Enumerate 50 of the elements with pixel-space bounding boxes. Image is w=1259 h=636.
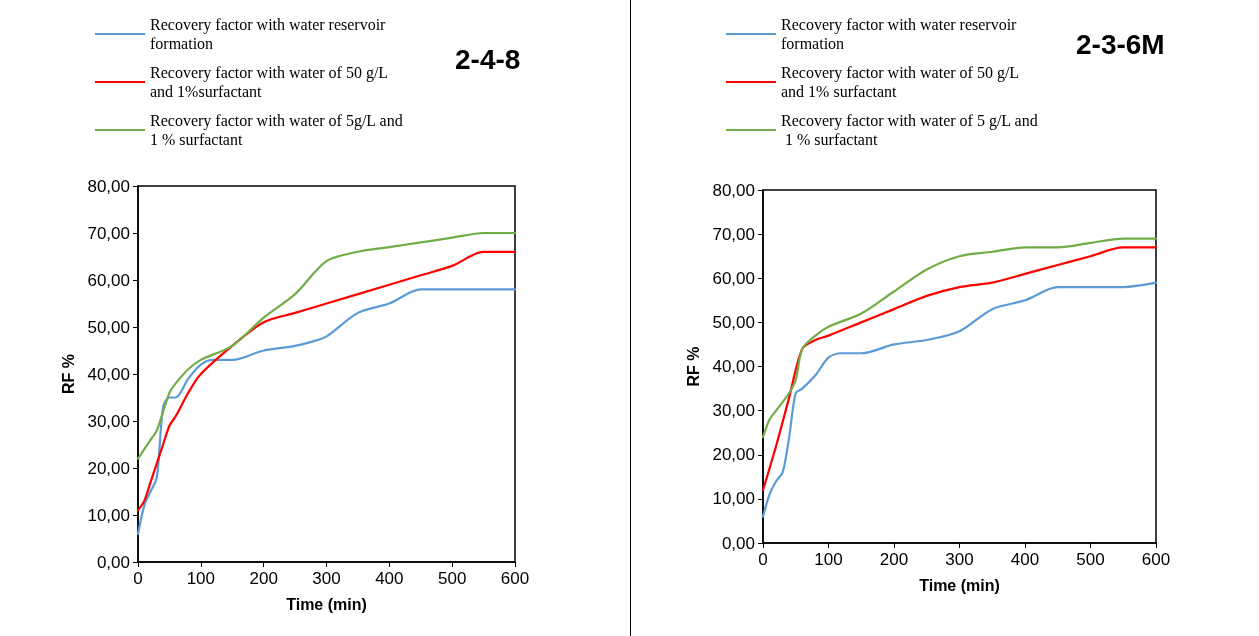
y-axis-title: RF % <box>685 346 703 387</box>
line-series <box>761 281 1158 518</box>
x-tick-label: 100 <box>814 550 843 569</box>
y-tick-label: 70,00 <box>87 223 130 243</box>
y-tick-label: 60,00 <box>712 268 755 288</box>
line-series <box>761 237 1158 439</box>
legend-label: Recovery factor with water reservoir formation <box>150 16 390 52</box>
y-tick-label: 50,00 <box>712 312 755 332</box>
legend-label: Recovery factor with water of 50 g/L and 1% surfactant <box>781 64 1023 100</box>
legend-label: Recovery factor with water reservoir formation <box>781 16 1021 52</box>
line-series <box>136 288 517 535</box>
line-series <box>761 246 1158 492</box>
x-tick-label: 600 <box>1141 550 1171 569</box>
x-tick-label: 100 <box>186 569 216 588</box>
chart-title: 2-4-8 <box>455 43 521 75</box>
y-tick-label: 10,00 <box>87 505 130 525</box>
x-tick-label: 200 <box>249 569 278 588</box>
y-tick-label: 10,00 <box>712 489 755 509</box>
y-tick-label: 20,00 <box>87 458 130 478</box>
y-tick-label: 30,00 <box>87 411 130 431</box>
line-series <box>136 231 517 460</box>
y-tick-label: 80,00 <box>87 176 130 196</box>
y-tick-label: 40,00 <box>87 364 130 384</box>
legend-label: Recovery factor with water of 5 g/L and 1 % surfactant <box>781 112 1038 148</box>
x-tick-label: 300 <box>945 550 974 569</box>
x-tick-label: 500 <box>1076 550 1105 569</box>
y-tick-label: 20,00 <box>712 445 755 465</box>
y-tick-label: 60,00 <box>87 270 130 290</box>
x-axis-title: Time (min) <box>286 595 367 613</box>
y-tick-label: 0,00 <box>96 552 130 572</box>
x-tick-label: 500 <box>437 569 467 588</box>
x-tick-label: 200 <box>879 550 909 569</box>
y-tick-label: 30,00 <box>712 401 755 421</box>
x-tick-label: 0 <box>758 550 768 569</box>
line-series <box>136 250 517 512</box>
x-tick-label: 300 <box>312 569 341 588</box>
x-tick-label: 600 <box>500 569 530 588</box>
x-tick-label: 400 <box>375 569 404 588</box>
x-tick-label: 400 <box>1010 550 1040 569</box>
chart-title: 2-3-6M <box>1076 28 1165 60</box>
legend-label: Recovery factor with water of 5g/L and 1 % surfactant <box>150 112 407 148</box>
x-axis-title: Time (min) <box>919 576 1000 594</box>
y-axis-title: RF % <box>60 354 78 394</box>
y-tick-label: 50,00 <box>87 317 130 337</box>
y-tick-label: 0,00 <box>721 533 755 553</box>
x-tick-label: 0 <box>133 569 143 588</box>
y-tick-label: 70,00 <box>712 224 755 244</box>
legend-label: Recovery factor with water of 50 g/L and 1%surfactant <box>150 64 392 100</box>
y-tick-label: 80,00 <box>712 180 755 200</box>
y-tick-label: 40,00 <box>712 357 755 376</box>
